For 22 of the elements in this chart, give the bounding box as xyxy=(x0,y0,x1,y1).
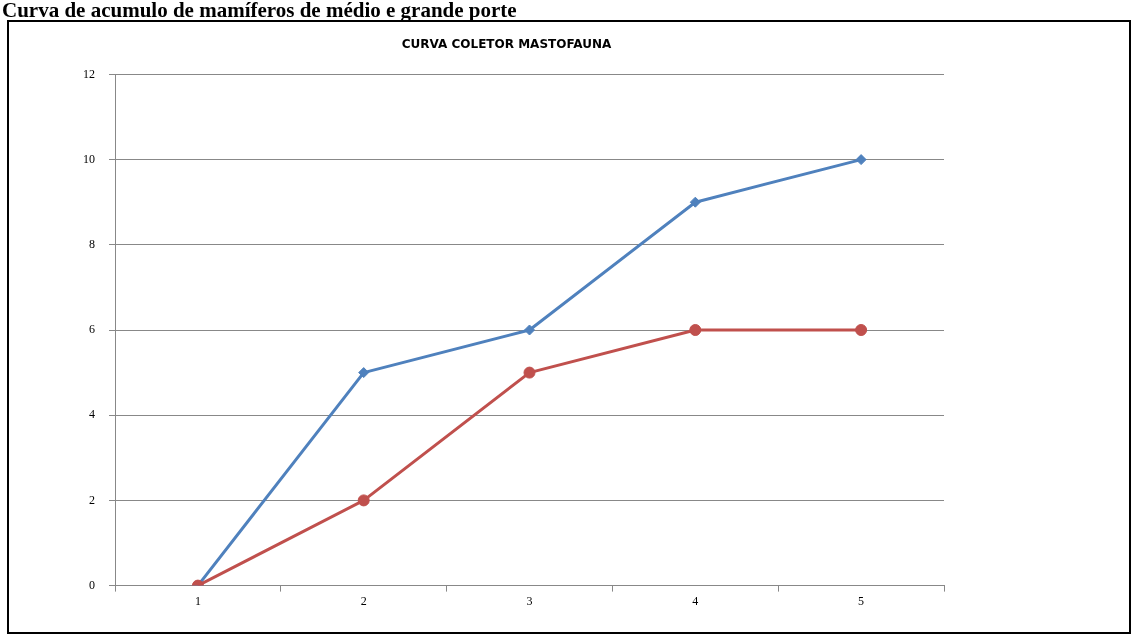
x-tick-label: 2 xyxy=(360,593,367,608)
chart-title: CURVA COLETOR MASTOFAUNA xyxy=(401,37,612,52)
x-tick-label: 1 xyxy=(194,593,201,608)
point xyxy=(689,324,702,336)
y-tick-label: 2 xyxy=(89,492,95,507)
y-tick-label: 8 xyxy=(89,236,95,251)
point xyxy=(524,324,535,336)
point xyxy=(358,367,370,379)
x-tick-label: 5 xyxy=(858,593,865,608)
x-tick-label: 4 xyxy=(692,593,699,608)
y-tick-label: 0 xyxy=(89,577,95,592)
y-tick-label: 12 xyxy=(83,66,95,81)
point xyxy=(357,494,370,507)
point xyxy=(855,324,868,336)
y-tick-label: 6 xyxy=(89,322,95,337)
y-tick-label: 10 xyxy=(83,151,95,166)
x-tick-label: 3 xyxy=(526,593,533,608)
point xyxy=(689,196,701,208)
point xyxy=(855,154,867,166)
text: Curva de acumulo de mamíferos de médio e grande porte xyxy=(2,0,517,23)
y-tick-label: 4 xyxy=(89,407,95,422)
point xyxy=(523,366,536,379)
